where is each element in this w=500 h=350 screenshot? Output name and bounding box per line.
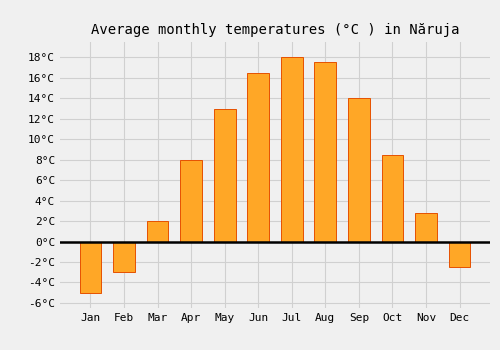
Bar [113, 241, 135, 272]
Bar [180, 160, 202, 241]
Bar [281, 57, 302, 241]
Bar [448, 241, 470, 267]
Bar [348, 98, 370, 242]
Bar [146, 221, 169, 241]
Title: Average monthly temperatures (°C ) in Năruja: Average monthly temperatures (°C ) in Nă… [91, 23, 459, 37]
Bar [314, 62, 336, 242]
Bar [80, 241, 102, 293]
Bar [214, 108, 236, 241]
Bar [382, 155, 404, 241]
Bar [248, 73, 269, 242]
Bar [415, 213, 437, 241]
